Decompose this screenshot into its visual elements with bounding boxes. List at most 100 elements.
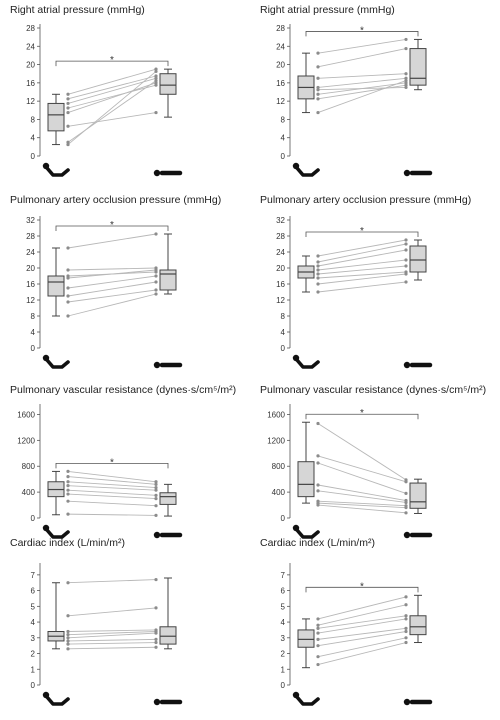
significance-star: * <box>360 25 364 36</box>
supine-patient-icon <box>153 698 183 706</box>
paired-line <box>317 462 407 494</box>
y-tick-label: 16 <box>26 79 35 88</box>
paired-line <box>317 490 407 503</box>
y-tick-label: 8 <box>31 115 36 124</box>
chart-title: Cardiac index (L/min/m²) <box>10 537 125 549</box>
y-tick-label: 1600 <box>267 410 285 419</box>
paired-line <box>67 267 157 271</box>
significance-bracket <box>55 463 169 469</box>
supine-patient-icon <box>153 531 183 539</box>
paired-line <box>317 259 407 271</box>
y-tick-label: 20 <box>26 61 35 70</box>
y-tick-label: 800 <box>22 462 36 471</box>
paired-point-right <box>154 493 158 497</box>
y-tick-label: 4 <box>31 618 36 627</box>
paired-point-right <box>154 268 158 272</box>
icon-body <box>295 695 320 706</box>
y-tick-label: 1200 <box>267 436 285 445</box>
paired-point-right <box>154 110 158 115</box>
paired-point-left <box>66 106 70 110</box>
paired-point-right <box>404 491 408 496</box>
paired-line <box>67 269 157 279</box>
box-supine-iqr <box>159 73 177 95</box>
y-tick-label: 0 <box>281 152 286 161</box>
semi-recumbent-patient-icon <box>292 354 320 369</box>
paired-point-right <box>404 258 408 262</box>
paired-point-left <box>66 633 70 637</box>
semi-recumbent-patient-icon <box>42 162 70 177</box>
paired-point-left <box>66 642 70 646</box>
paired-line <box>317 500 407 507</box>
icon-body <box>295 358 320 369</box>
box-supine-iqr <box>409 615 427 636</box>
paired-point-right <box>404 626 408 630</box>
y-tick-label: 16 <box>26 280 35 289</box>
chart-panel-right-atrial-pressure-a: Right atrial pressure (mmHg) 0 4 8 12 16 20 24… <box>8 4 248 179</box>
paired-line <box>317 48 407 68</box>
significance-star: * <box>110 55 114 66</box>
y-tick-label: 800 <box>272 462 286 471</box>
semi-recumbent-patient-icon <box>42 524 70 539</box>
paired-line <box>317 281 407 293</box>
paired-point-left <box>66 629 70 634</box>
paired-line <box>67 500 157 507</box>
paired-point-left <box>316 489 320 493</box>
paired-point-right <box>154 637 158 641</box>
paired-line <box>317 73 407 79</box>
paired-point-right <box>404 264 408 268</box>
paired-point-right <box>154 645 158 649</box>
paired-point-left <box>316 88 320 92</box>
box-supine-iqr <box>409 48 427 86</box>
y-tick-label: 1 <box>281 665 286 674</box>
paired-point-right <box>154 76 158 80</box>
chart-svg: 0 4 8 12 16 20 24 28 32 * <box>276 216 433 369</box>
significance-star: * <box>360 581 364 592</box>
paired-point-right <box>404 480 408 484</box>
paired-point-left <box>66 124 70 128</box>
paired-point-right <box>154 288 158 292</box>
paired-point-right <box>154 482 158 486</box>
y-tick-label: 16 <box>276 280 285 289</box>
chart-title: Pulmonary vascular resistance (dynes·s/c… <box>10 384 237 396</box>
paired-point-right <box>154 480 158 484</box>
semi-recumbent-patient-icon <box>292 162 320 177</box>
paired-line <box>67 632 157 639</box>
paired-point-left <box>316 97 320 101</box>
significance-bracket <box>305 586 419 593</box>
paired-line <box>317 637 407 658</box>
paired-line <box>67 68 157 95</box>
paired-line <box>67 275 157 289</box>
y-tick-label: 12 <box>26 97 35 106</box>
paired-point-right <box>404 614 408 618</box>
icon-head <box>153 361 161 369</box>
box-semi-recumbent-iqr <box>297 461 315 498</box>
paired-point-left <box>66 300 70 304</box>
chart-svg: 0 1 2 3 4 5 6 7 <box>31 563 183 706</box>
chart-panel-cardiac-index-a: Cardiac index (L/min/m²) 0 1 2 3 4 5 6 7 <box>8 537 248 712</box>
semi-recumbent-patient-icon <box>42 354 70 369</box>
semi-recumbent-patient-icon <box>42 691 70 706</box>
paired-point-right <box>404 242 408 246</box>
paired-line <box>317 631 407 647</box>
box-semi-recumbent-iqr <box>47 275 65 297</box>
chart-panel-paop-b: Pulmonary artery occlusion pressure (mmH… <box>258 194 498 369</box>
paired-point-right <box>404 629 408 634</box>
paired-point-right <box>404 238 408 242</box>
y-tick-label: 0 <box>31 344 36 353</box>
icon-head <box>403 361 411 369</box>
paired-point-left <box>66 110 70 115</box>
y-tick-label: 4 <box>31 134 36 143</box>
y-tick-label: 8 <box>31 312 36 321</box>
paired-point-right <box>404 617 408 621</box>
paired-point-left <box>66 286 70 290</box>
y-tick-label: 28 <box>26 24 35 33</box>
y-tick-label: 1200 <box>17 436 35 445</box>
paired-line <box>67 75 157 100</box>
y-tick-label: 3 <box>31 634 36 643</box>
y-tick-label: 0 <box>281 344 286 353</box>
paired-point-left <box>316 631 320 635</box>
paired-line <box>317 455 407 483</box>
y-tick-label: 28 <box>276 232 285 241</box>
paired-point-right <box>404 83 408 87</box>
paired-line <box>67 642 157 645</box>
